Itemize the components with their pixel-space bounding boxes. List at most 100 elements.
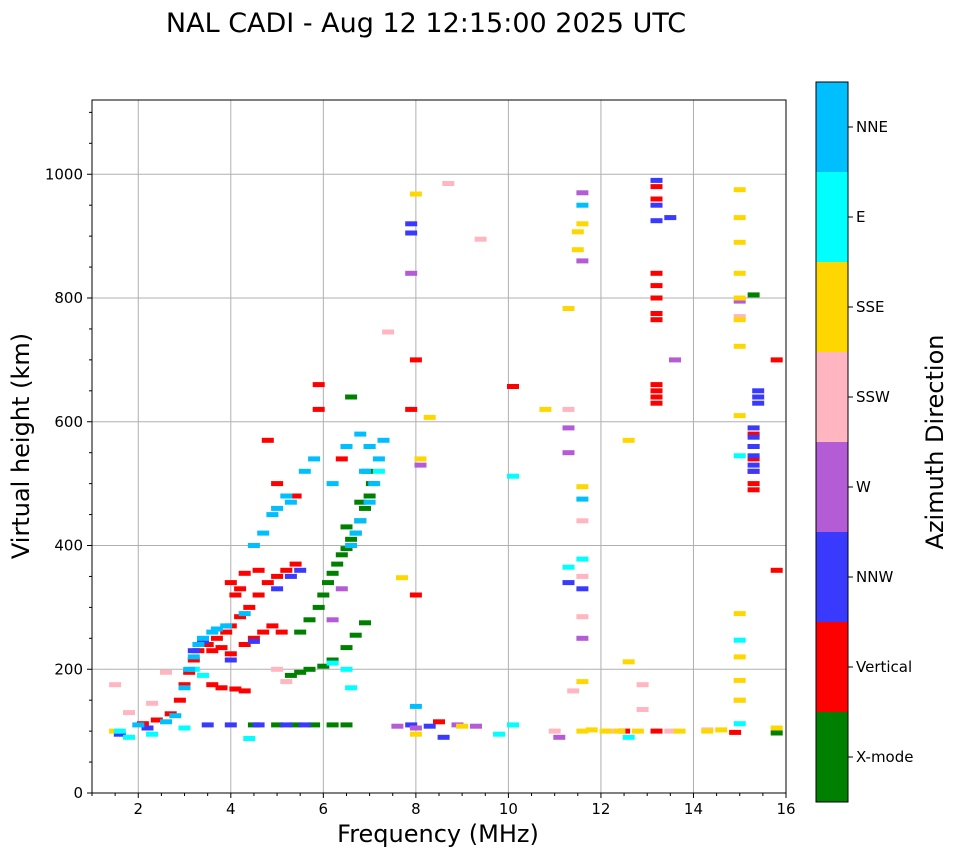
- data-point-vertical: [280, 567, 293, 573]
- data-point-vertical: [252, 592, 265, 598]
- data-point-sse: [576, 679, 589, 685]
- data-point-vertical: [215, 685, 228, 691]
- data-point-vertical: [173, 697, 186, 703]
- data-point-vertical: [271, 481, 284, 487]
- y-tick-label: 1000: [45, 165, 83, 183]
- data-point-sse: [733, 270, 746, 276]
- data-point-vertical: [650, 270, 663, 276]
- data-point-nne: [363, 444, 376, 449]
- data-point-x-mode: [284, 672, 297, 678]
- x-tick-label: 8: [411, 800, 421, 818]
- y-tick-label: 600: [54, 413, 83, 431]
- data-point-ssw: [664, 728, 677, 734]
- data-point-x-mode: [326, 722, 339, 728]
- data-point-w: [470, 723, 482, 729]
- data-point-x-mode: [359, 620, 371, 626]
- data-point-e: [493, 731, 506, 737]
- colorbar-segment: [816, 352, 848, 442]
- data-point-x-mode: [271, 722, 284, 728]
- data-point-vertical: [183, 669, 196, 675]
- data-point-nne: [271, 505, 284, 511]
- data-point-sse: [733, 295, 746, 301]
- data-point-vertical: [238, 642, 251, 647]
- chart-title: NAL CADI - Aug 12 12:15:00 2025 UTC: [166, 8, 686, 39]
- data-point-vertical: [405, 406, 418, 412]
- x-tick-label: 12: [591, 800, 610, 818]
- colorbar-tick-label: NNE: [856, 118, 888, 136]
- y-tick-label: 0: [73, 784, 83, 802]
- data-point-e: [733, 453, 746, 459]
- data-point-nnw: [197, 638, 209, 644]
- data-point-e: [197, 672, 209, 678]
- data-point-vertical: [650, 394, 663, 400]
- data-point-w: [391, 723, 404, 729]
- data-point-sse: [409, 191, 422, 197]
- data-point-sse: [622, 437, 635, 443]
- data-point-nnw: [187, 648, 200, 654]
- data-point-vertical: [650, 283, 663, 289]
- data-point-w: [576, 190, 589, 196]
- data-point-vertical: [507, 384, 519, 389]
- data-point-vertical: [770, 357, 783, 363]
- data-point-vertical: [243, 604, 256, 610]
- data-point-vertical: [650, 311, 663, 316]
- data-point-ssw: [636, 682, 649, 688]
- data-point-sse: [733, 317, 746, 323]
- data-point-vertical: [234, 586, 247, 592]
- data-point-vertical: [312, 382, 325, 388]
- data-point-w: [326, 617, 339, 623]
- data-point-vertical: [747, 481, 760, 487]
- data-point-w: [562, 450, 575, 456]
- data-point-nnw: [650, 218, 663, 224]
- data-point-vertical: [252, 567, 265, 573]
- x-axis-label: Frequency (MHz): [337, 820, 539, 848]
- data-point-sse: [733, 697, 746, 703]
- data-point-vertical: [433, 719, 445, 725]
- data-point-nne: [284, 499, 297, 505]
- data-point-vertical: [215, 645, 228, 651]
- data-point-nnw: [247, 638, 260, 644]
- data-point-vertical: [220, 629, 233, 635]
- plot-frame: [91, 99, 787, 794]
- colorbar-segment: [816, 262, 848, 352]
- data-point-vertical: [650, 196, 663, 202]
- data-point-sse: [733, 187, 746, 193]
- data-point-vertical: [178, 682, 191, 688]
- data-point-vertical: [409, 592, 422, 598]
- data-point-vertical: [747, 456, 760, 462]
- data-point-e: [507, 473, 519, 479]
- data-point-vertical: [229, 592, 242, 598]
- data-point-nne: [576, 496, 589, 502]
- data-point-nnw: [224, 722, 237, 728]
- data-point-sse: [562, 306, 575, 311]
- data-point-nne: [345, 543, 358, 548]
- data-point-e: [372, 468, 385, 474]
- data-point-ssw: [576, 573, 589, 579]
- data-point-sse: [414, 456, 427, 462]
- data-point-e: [326, 660, 339, 666]
- data-point-ssw: [636, 707, 649, 712]
- data-point-nne: [349, 530, 362, 536]
- data-point-vertical: [238, 570, 251, 576]
- data-point-nnw: [650, 202, 663, 208]
- data-point-nnw: [747, 425, 760, 431]
- data-point-vertical: [206, 648, 219, 654]
- data-point-x-mode: [340, 524, 353, 530]
- data-point-nnw: [284, 573, 297, 579]
- data-point-ssw: [474, 236, 487, 242]
- data-point-ssw: [576, 614, 589, 620]
- data-point-nne: [238, 611, 251, 617]
- data-point-nne: [266, 512, 279, 518]
- data-point-nnw: [280, 722, 293, 728]
- data-point-nnw: [747, 462, 760, 468]
- data-point-sse: [770, 725, 783, 731]
- data-point-sse: [571, 229, 584, 235]
- grid: [92, 100, 787, 794]
- data-point-vertical: [210, 635, 223, 641]
- colorbar-segment: [816, 712, 848, 802]
- data-point-nne: [372, 456, 385, 462]
- data-point-nnw: [752, 400, 765, 406]
- data-point-e: [733, 637, 746, 643]
- data-point-vertical: [201, 642, 214, 647]
